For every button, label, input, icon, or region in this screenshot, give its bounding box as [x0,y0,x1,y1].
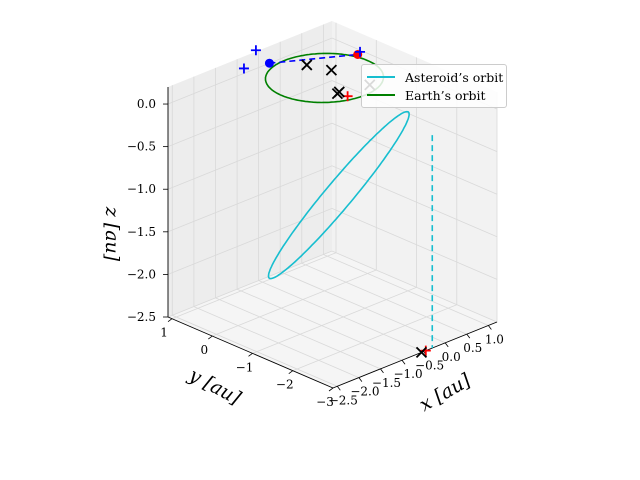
x-tick-mark [488,325,492,330]
z-tick-label: −2.5 [127,310,156,324]
y-tick-mark [167,318,173,323]
y-tick-mark [288,370,293,375]
y-axis-line [167,316,334,389]
blue-link-dashed-line [269,53,358,65]
x-axis-line [332,321,498,389]
x-tick-mark [466,333,471,339]
legend-item-asteroid: Asteroid’s orbit [367,68,503,86]
x-tick-label: −1.0 [393,367,422,381]
cross-marker [301,59,313,71]
plus-marker [238,63,249,74]
asteroid-orbit-line [267,110,410,280]
x-tick-label: −2.5 [329,393,358,407]
x-tick-label: 1.0 [485,332,504,346]
z-grid-line [167,122,498,195]
y-tick-label: −3 [316,395,334,409]
y-tick-mark [248,353,253,357]
z-tick-label: −0.5 [127,140,156,154]
cross-marker [415,346,428,359]
legend: Asteroid’s orbit Earth’s orbit [361,64,507,108]
x-tick-mark [336,386,341,391]
dot-marker [264,58,274,68]
y-tick-label: −1 [236,360,254,374]
z-grid-line [167,207,498,280]
tick-labels: −2.5−2.0−1.5−1.0−0.50.00.51.010−1−2−30.0… [127,97,504,409]
back-pane [168,21,332,317]
y-tick-mark [208,335,213,340]
x-tick-mark [358,377,363,382]
legend-label-earth: Earth’s orbit [405,87,486,103]
z-grid-line [167,250,498,323]
x-tick-label: 0.0 [442,350,461,364]
floor-pane [168,251,497,388]
legend-label-asteroid: Asteroid’s orbit [405,69,504,85]
x-tick-label: 0.5 [463,341,482,355]
x-tick-label: −2.0 [350,385,379,399]
z-grid-line [167,80,498,152]
z-tick-label: −1.5 [127,225,156,239]
legend-swatch-earth [367,94,395,96]
cross-marker [325,64,338,76]
z-grid-line [167,165,498,238]
x-tick-label: −1.5 [372,376,401,390]
legend-item-earth: Earth’s orbit [367,86,486,104]
x-tick-label: −0.5 [415,359,444,373]
y-tick-mark [328,387,334,392]
axis-lines [163,87,498,392]
x-tick-mark [401,359,406,365]
z-tick-label: 0.0 [137,97,156,111]
x-axis-label: x [au] [416,369,475,416]
grid-lines [167,22,498,389]
plus-marker [250,45,261,56]
z-tick-label: −1.0 [127,182,156,196]
legend-swatch-asteroid [367,76,395,78]
x-tick-mark [444,342,449,348]
cross-marker [331,87,344,100]
z-axis-label: z [au] [101,206,123,262]
z-tick-label: −2.0 [127,267,156,281]
plus-marker [355,46,366,57]
y-tick-label: 1 [160,326,168,340]
y-tick-label: 0 [200,343,208,357]
y-tick-label: −2 [276,378,294,392]
x-tick-mark [380,368,384,374]
